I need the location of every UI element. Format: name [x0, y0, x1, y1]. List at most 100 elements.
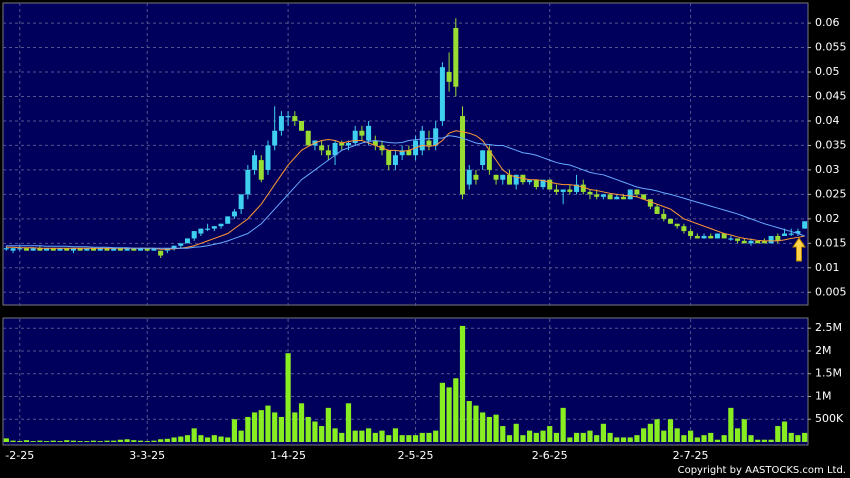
- candle-body: [366, 125, 372, 141]
- candle-body: [513, 174, 519, 185]
- y-tick-label: 500K: [815, 412, 844, 425]
- volume-bar: [466, 401, 472, 442]
- candle-body: [151, 248, 157, 251]
- volume-bar: [90, 440, 97, 442]
- volume-bar: [775, 426, 781, 442]
- candle-body: [661, 213, 667, 219]
- volume-bar: [755, 439, 761, 442]
- candle-body: [567, 189, 573, 192]
- candle-body: [755, 240, 761, 244]
- candle-body: [540, 179, 546, 188]
- volume-bar: [245, 416, 251, 442]
- candle-body: [701, 235, 707, 239]
- volume-bar: [171, 437, 177, 442]
- volume-bar: [372, 432, 378, 442]
- candle-body: [527, 179, 533, 183]
- candle-body: [768, 235, 774, 244]
- candle-body: [50, 248, 56, 251]
- x-tick-label: 2-5-25: [398, 449, 434, 462]
- candle-body: [231, 211, 237, 217]
- candle-body: [587, 191, 593, 195]
- volume-bar: [325, 407, 331, 442]
- volume-bar: [728, 407, 734, 442]
- volume-bar: [426, 432, 432, 442]
- y-tick-label: 0.005: [815, 285, 847, 298]
- candle-body: [614, 196, 620, 200]
- volume-bar: [111, 440, 117, 442]
- y-tick-label: 0.03: [815, 163, 840, 176]
- volume-bar: [620, 437, 627, 442]
- volume-bar: [366, 428, 372, 442]
- volume-bar: [278, 416, 284, 442]
- candle-body: [131, 248, 137, 251]
- candle-body: [70, 248, 76, 251]
- volume-bar: [641, 428, 647, 442]
- y-tick-label: 1M: [815, 389, 832, 402]
- volume-bar: [57, 441, 63, 442]
- volume-bar: [768, 439, 774, 442]
- y-tick-label: 0.04: [815, 114, 840, 127]
- candle-body: [795, 231, 801, 234]
- candle-body: [332, 142, 338, 156]
- volume-bar: [406, 435, 412, 442]
- volume-bar: [721, 435, 727, 442]
- x-tick-label: -2-25: [5, 449, 34, 462]
- candle-body: [3, 248, 9, 250]
- plot-layer: 0.005 0.01 0.015 0.02 0.025 0.03 0.035 0.04 0.04…: [3, 3, 847, 462]
- candle-body: [493, 174, 499, 180]
- volume-panel: [2, 317, 809, 446]
- candle-body: [433, 128, 439, 146]
- candle-body: [272, 130, 278, 146]
- candle-body: [607, 194, 613, 200]
- candle-body: [211, 226, 217, 229]
- volume-bar: [77, 441, 83, 442]
- candle-body: [372, 140, 378, 146]
- volume-bar: [10, 440, 16, 442]
- volume-bar: [97, 441, 103, 442]
- volume-bar: [453, 378, 459, 442]
- candle-body: [111, 248, 117, 251]
- volume-bar: [392, 428, 399, 442]
- volume-bar: [44, 441, 50, 442]
- volume-bar: [667, 419, 674, 442]
- volume-bar: [104, 440, 110, 442]
- volume-bar: [500, 426, 506, 442]
- volume-bar: [319, 426, 325, 442]
- candle-body: [426, 140, 432, 146]
- candle-body: [446, 72, 452, 82]
- volume-bar: [137, 440, 144, 442]
- volume-bar: [573, 432, 580, 442]
- candle-body: [621, 196, 627, 200]
- candle-body: [339, 142, 345, 146]
- candle-body: [305, 130, 311, 146]
- candle-body: [245, 169, 251, 195]
- volume-bar: [681, 435, 687, 442]
- candle-body: [627, 189, 633, 200]
- arrow-icon: [792, 237, 806, 262]
- candle-body: [688, 231, 694, 236]
- candle-body: [406, 150, 412, 156]
- candle-body: [547, 179, 553, 190]
- candle-body: [674, 223, 680, 227]
- candle-body: [419, 130, 425, 151]
- volume-bar: [285, 353, 291, 442]
- volume-bar: [708, 432, 714, 442]
- volume-bar: [379, 430, 385, 442]
- volume-bar: [688, 430, 694, 442]
- volume-bar: [513, 423, 519, 442]
- y-tick-label: 2M: [815, 344, 832, 357]
- volume-bar: [553, 432, 560, 442]
- y-tick-label: 0.025: [815, 187, 847, 200]
- volume-bar: [647, 423, 653, 442]
- volume-bar: [614, 437, 620, 442]
- candle-body: [741, 240, 747, 244]
- volume-bar: [788, 432, 794, 442]
- candle-body: [359, 130, 365, 136]
- candle-body: [218, 223, 224, 227]
- candle-body: [285, 116, 291, 118]
- x-tick-label: 2-7-25: [673, 449, 709, 462]
- volume-bar: [211, 435, 217, 442]
- candle-body: [17, 248, 23, 250]
- candle-body: [782, 233, 788, 236]
- candle-body: [91, 248, 97, 251]
